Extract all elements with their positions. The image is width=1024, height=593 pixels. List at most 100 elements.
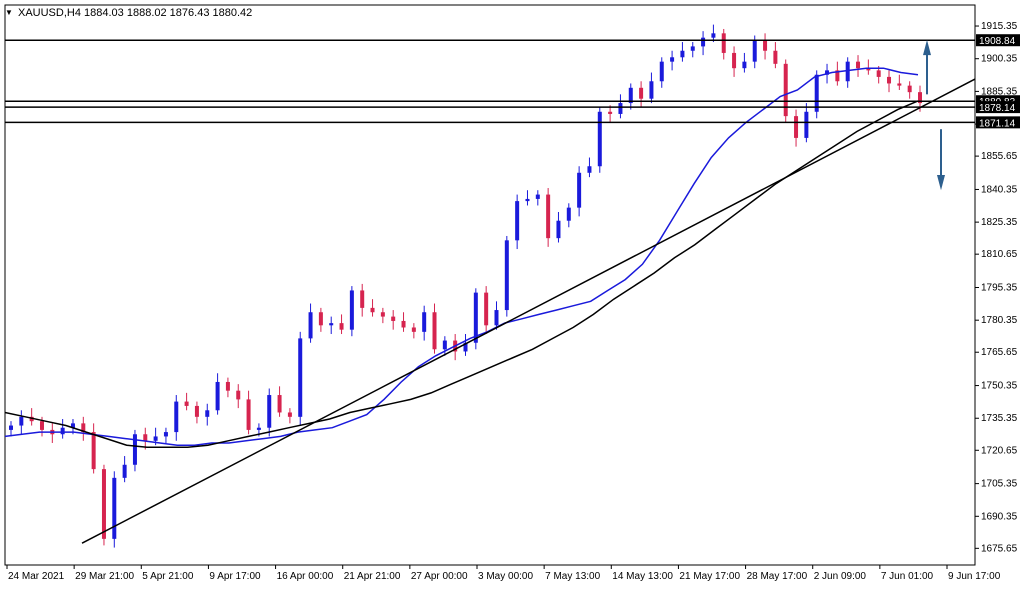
candle-body [732, 52, 737, 69]
level-label-bg [976, 101, 1020, 114]
candle-body [370, 307, 375, 313]
candle-body [473, 292, 478, 343]
candle-body [391, 316, 396, 321]
candle-body [432, 312, 437, 350]
y-tick-label: 1915.35 [981, 21, 1018, 32]
candle-body [318, 312, 323, 326]
candle-body [876, 70, 881, 77]
candle-body [153, 436, 158, 441]
x-tick-label: 2 Jun 09:00 [814, 571, 867, 582]
candle-body [577, 172, 582, 208]
candle-body [866, 68, 871, 71]
x-tick-label: 28 May 17:00 [747, 571, 808, 582]
candle-body [184, 401, 189, 406]
level-label: 1908.84 [979, 36, 1016, 47]
candle-body [566, 207, 571, 221]
candle-body [463, 342, 468, 352]
candle-body [887, 76, 892, 84]
candle-body [277, 395, 282, 413]
candle-body [504, 240, 509, 311]
candle-body [670, 57, 675, 62]
candle-body [804, 111, 809, 138]
candle-body [484, 292, 489, 326]
candle-body [721, 33, 726, 53]
candle-body [680, 50, 685, 58]
candle-body [618, 103, 623, 114]
candle-body [659, 61, 664, 82]
candle-body [112, 477, 117, 539]
candle-body [360, 290, 365, 308]
x-tick-label: 27 Apr 00:00 [411, 571, 468, 582]
candle-body [546, 194, 551, 239]
candle-body [742, 61, 747, 69]
y-tick-label: 1705.35 [981, 479, 1018, 490]
candle-body [9, 425, 13, 430]
candle-body [19, 416, 24, 426]
y-tick-label: 1855.65 [981, 151, 1018, 162]
candle-body [411, 327, 416, 332]
y-tick-label: 1885.35 [981, 86, 1018, 97]
ohlc-values: 1884.03 1888.02 1876.43 1880.42 [84, 7, 253, 19]
y-tick-label: 1765.65 [981, 347, 1018, 358]
x-tick-label: 21 May 17:00 [679, 571, 740, 582]
candle-body [556, 220, 561, 239]
candle-body [267, 395, 272, 428]
candle-body [339, 323, 344, 330]
candle-body [39, 421, 44, 430]
candle-body [628, 87, 633, 104]
candle-body [587, 166, 592, 173]
candle-body [535, 194, 540, 199]
down-arrow-icon [937, 174, 945, 191]
y-tick-label: 1690.35 [981, 511, 1018, 522]
candle-body [515, 201, 520, 241]
symbol-label: XAUUSD,H4 [18, 7, 81, 19]
candle-body [122, 464, 127, 478]
candle-body [907, 85, 912, 93]
candle-body [287, 412, 292, 417]
up-arrow-icon [923, 39, 931, 56]
candle-body [597, 111, 602, 167]
x-tick-label: 9 Apr 17:00 [209, 571, 261, 582]
candle-body [246, 399, 251, 430]
x-tick-label: 29 Mar 21:00 [75, 571, 134, 582]
candle-body [442, 340, 447, 350]
candle-body [205, 410, 210, 417]
y-tick-label: 1735.35 [981, 413, 1018, 424]
y-tick-label: 1795.35 [981, 283, 1018, 294]
candle-body [525, 198, 530, 202]
candle-body [608, 111, 613, 114]
candle-body [711, 33, 716, 38]
trendline [81, 78, 976, 544]
y-tick-label: 1720.65 [981, 445, 1018, 456]
candle-body [329, 323, 334, 326]
candle-body [773, 50, 778, 64]
x-tick-label: 7 Jun 01:00 [881, 571, 934, 582]
candle-body [132, 434, 137, 465]
candle-body [101, 469, 106, 539]
candle-body [814, 74, 819, 112]
collapse-arrow-icon[interactable]: ▼ [5, 8, 13, 17]
candle-body [845, 61, 850, 82]
candle-body [349, 290, 354, 330]
candle-body [783, 63, 788, 117]
x-tick-label: 9 Jun 17:00 [948, 571, 1001, 582]
candle-body [143, 434, 148, 441]
y-tick-label: 1750.35 [981, 381, 1018, 392]
candle-body [639, 87, 644, 99]
x-tick-label: 7 May 13:00 [545, 571, 600, 582]
x-tick-label: 21 Apr 21:00 [344, 571, 401, 582]
candle-body [256, 427, 261, 430]
candle-body [763, 39, 768, 51]
candle-body [825, 70, 830, 75]
candle-body [174, 401, 179, 433]
candle-body [401, 320, 406, 328]
x-tick-label: 3 May 00:00 [478, 571, 533, 582]
candle-body [298, 338, 303, 417]
candle-body [690, 46, 695, 51]
candle-body [422, 312, 427, 332]
y-tick-label: 1900.35 [981, 54, 1018, 65]
y-tick-label: 1780.35 [981, 315, 1018, 326]
candle-body [81, 423, 86, 433]
